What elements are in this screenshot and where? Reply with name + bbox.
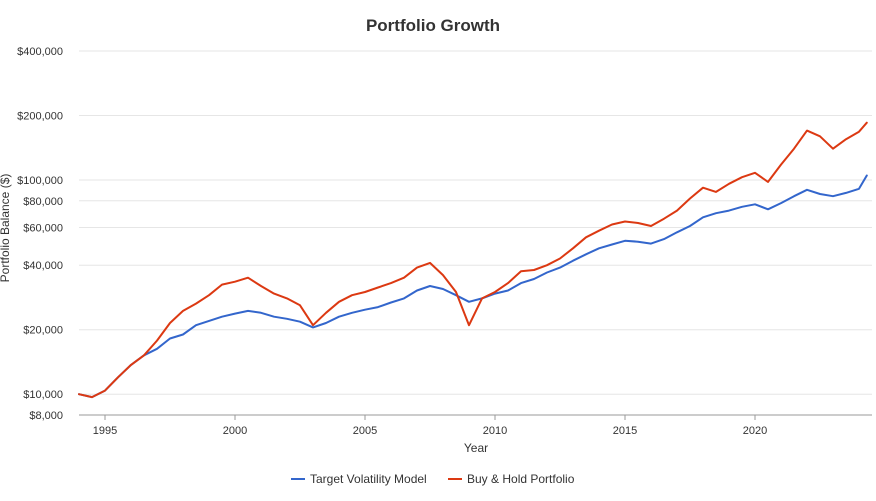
x-tick-label: 2010 xyxy=(483,425,507,437)
x-tick-label: 2005 xyxy=(353,425,377,437)
y-tick-label: $80,000 xyxy=(23,196,63,208)
y-tick-label: $100,000 xyxy=(17,175,63,187)
legend-label: Buy & Hold Portfolio xyxy=(467,472,575,486)
y-axis-ticks: $8,000 $10,000 $20,000 $40,000 $60,000 $80,00… xyxy=(17,46,63,422)
chart-title: Portfolio Growth xyxy=(366,16,500,35)
x-axis-ticks: 1995 2000 2005 2010 2015 2020 xyxy=(93,415,767,437)
y-tick-label: $20,000 xyxy=(23,325,63,337)
series-line-target-volatility-model xyxy=(78,174,868,399)
legend-item-buy-and-hold-portfolio[interactable]: Buy & Hold Portfolio xyxy=(448,472,575,486)
y-tick-label: $10,000 xyxy=(23,389,63,401)
x-tick-label: 2000 xyxy=(223,425,247,437)
y-tick-label: $400,000 xyxy=(17,46,63,58)
series-lines xyxy=(78,121,868,399)
y-tick-label: $200,000 xyxy=(17,110,63,122)
grid xyxy=(79,50,872,395)
series-line-buy-and-hold-portfolio xyxy=(78,121,868,399)
x-tick-label: 1995 xyxy=(93,425,117,437)
legend-item-target-volatility-model[interactable]: Target Volatility Model xyxy=(291,472,427,486)
y-tick-label: $40,000 xyxy=(23,260,63,272)
legend-label: Target Volatility Model xyxy=(310,472,427,486)
y-tick-label: $60,000 xyxy=(23,223,63,235)
x-tick-label: 2020 xyxy=(743,425,767,437)
y-tick-label: $8,000 xyxy=(29,410,63,422)
x-tick-label: 2015 xyxy=(613,425,637,437)
x-axis-label: Year xyxy=(464,441,488,455)
y-axis-label: Portfolio Balance ($) xyxy=(0,174,12,283)
legend[interactable]: Target Volatility Model Buy & Hold Portfo… xyxy=(291,472,575,486)
